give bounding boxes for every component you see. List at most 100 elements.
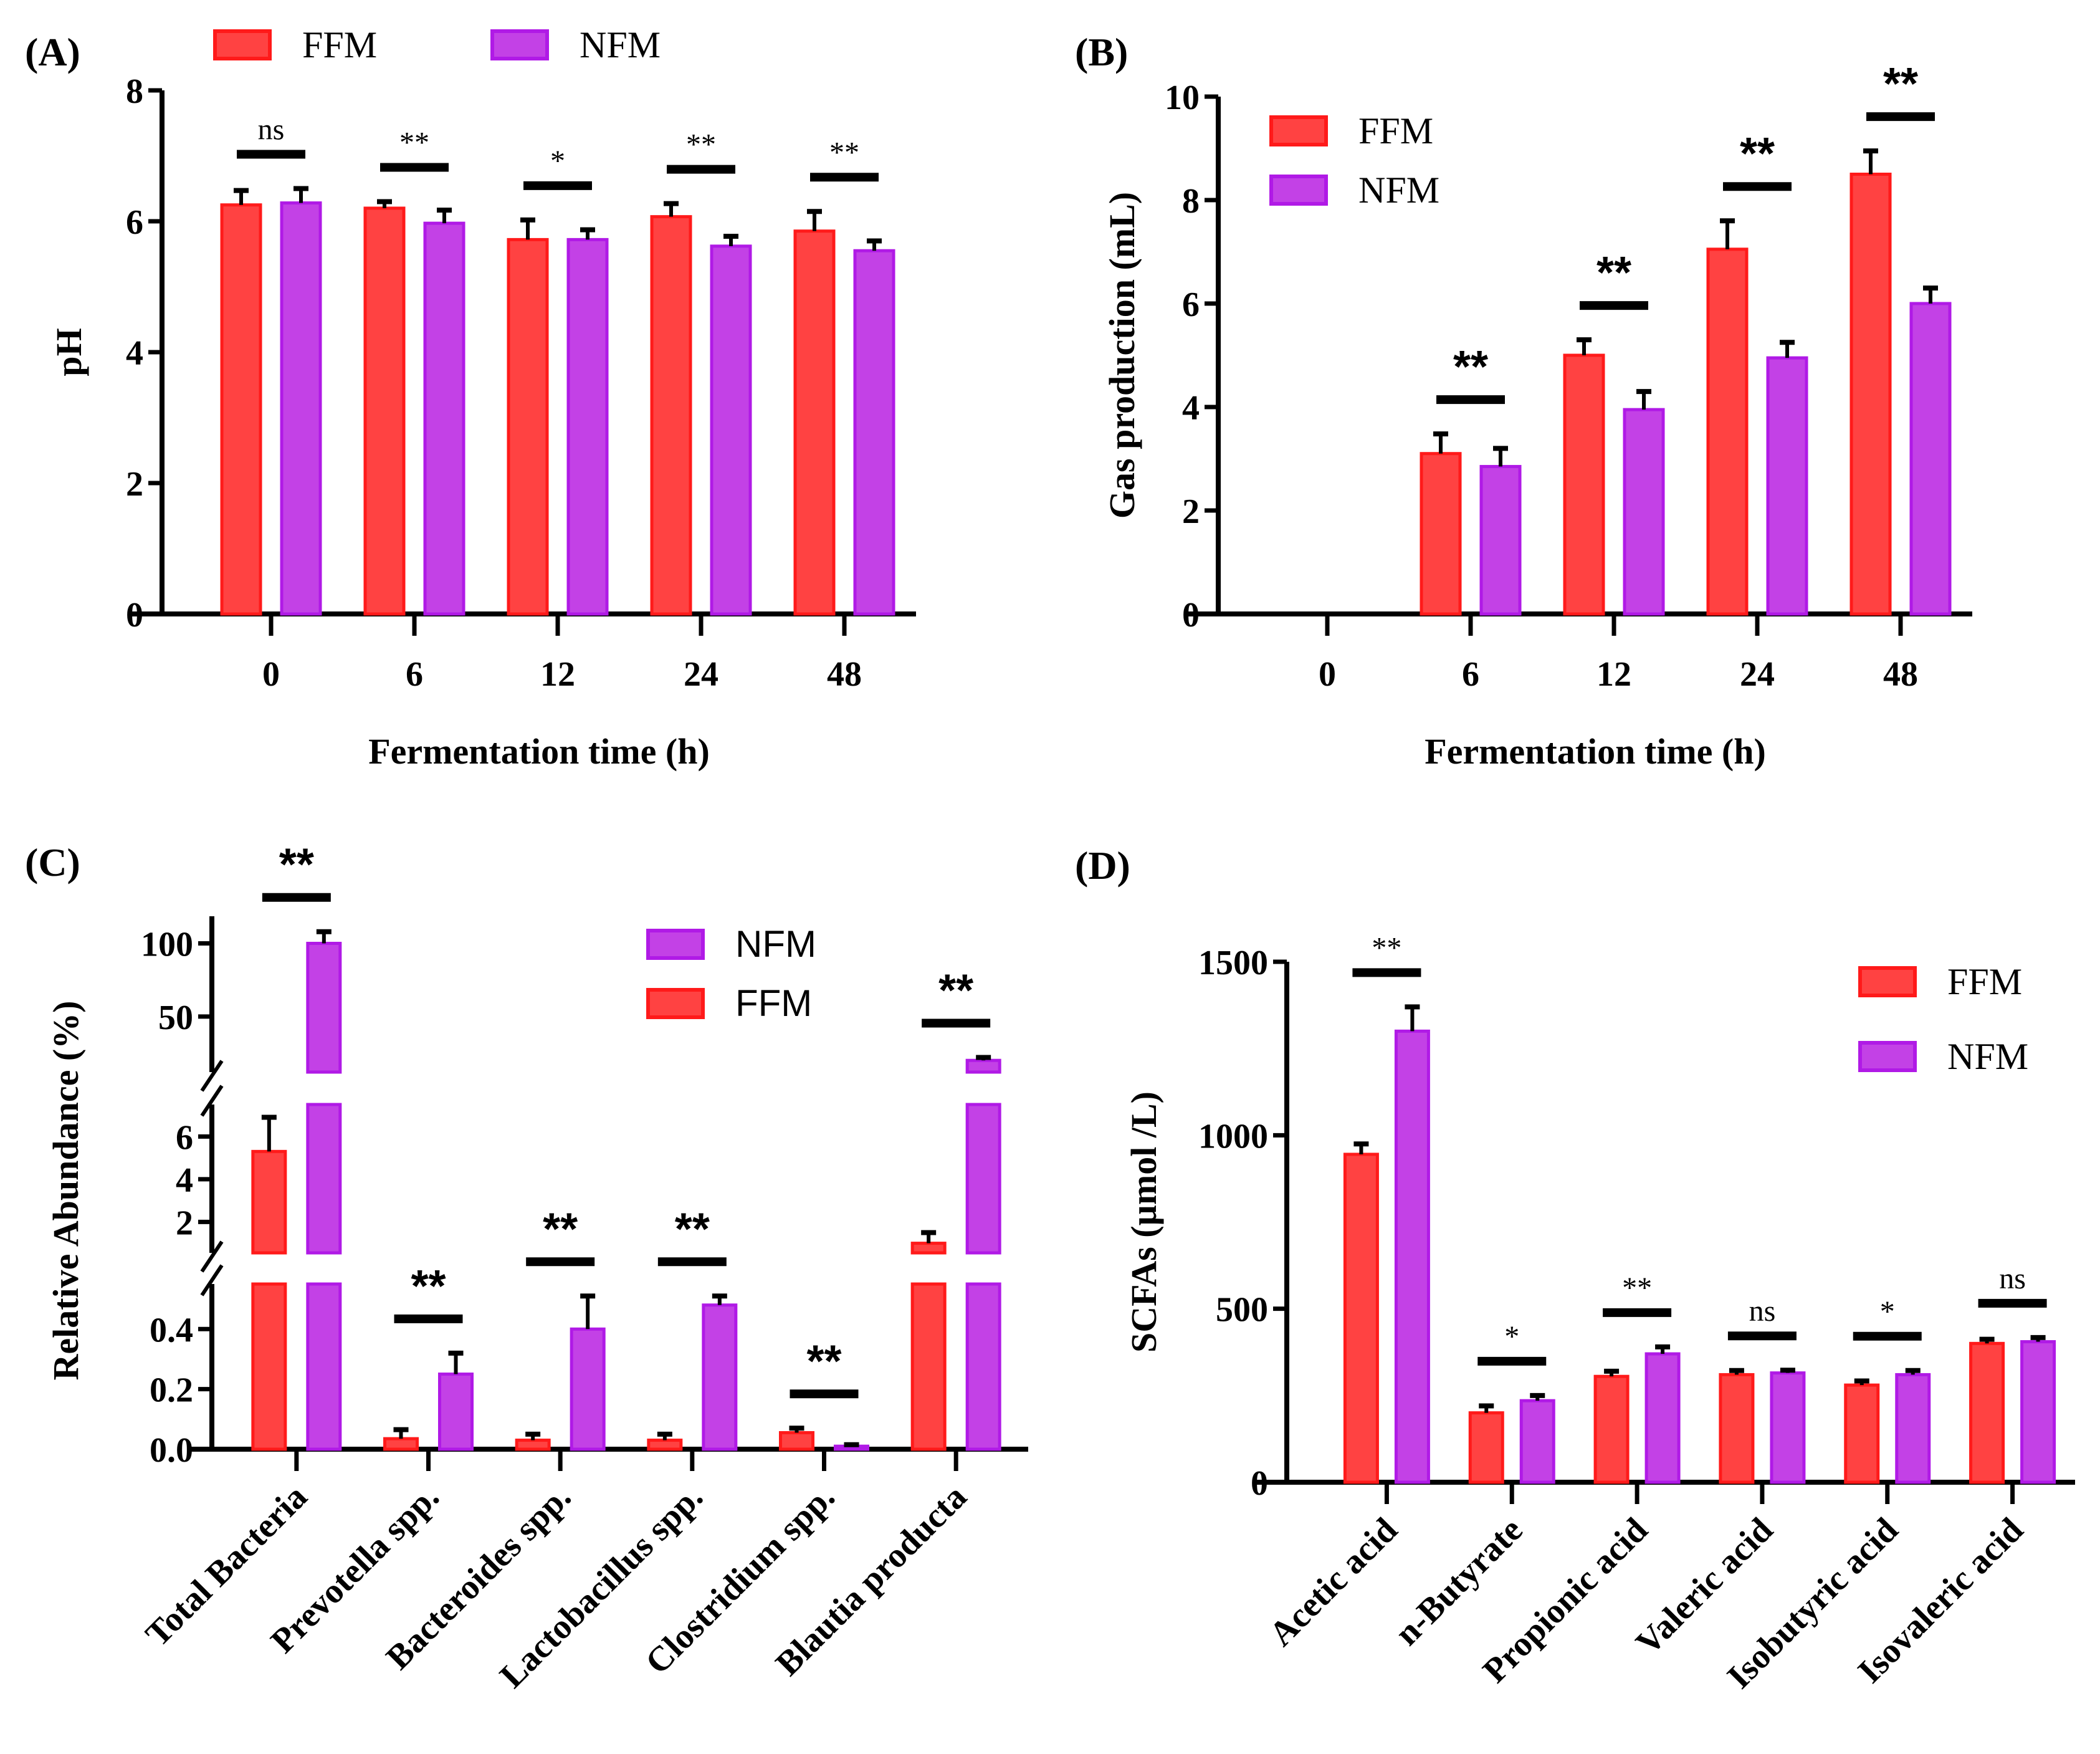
y-tick-label: 0.0 [150, 1431, 193, 1470]
significance-label: ** [938, 966, 973, 1016]
bar-nfm [306, 941, 342, 1074]
bar-ffm [1969, 1341, 2005, 1484]
axis-break-mark [200, 1085, 224, 1117]
x-tick-label: 24 [684, 655, 718, 694]
x-tick-label: 0 [262, 655, 280, 694]
legend-nfm-label: NFM [735, 923, 816, 965]
legend-ffm-label: FFM [735, 982, 812, 1024]
legend-nfm-label: NFM [1358, 170, 1439, 211]
bar-ffm [515, 1439, 551, 1451]
y-tick-label: 10 [1165, 79, 1200, 117]
bar-ffm [1719, 1373, 1755, 1484]
bar-nfm [853, 249, 895, 616]
significance-label: ** [1622, 1272, 1652, 1305]
panel-label: (B) [1075, 30, 1128, 74]
y-tick-label: 2 [1182, 492, 1200, 531]
x-tick-label: 12 [1596, 655, 1631, 694]
legend-nfm-swatch [646, 929, 705, 960]
legend-nfm-swatch [1269, 175, 1328, 206]
bar-nfm [566, 237, 609, 616]
x-axis-title: Fermentation time (h) [368, 731, 710, 772]
bar-ffm [910, 1242, 947, 1255]
y-tick-label: 1000 [1198, 1117, 1268, 1156]
bar-ffm [1420, 452, 1462, 616]
significance-label: ** [1883, 59, 1918, 109]
significance-label: ns [1749, 1295, 1776, 1328]
significance-label: ** [543, 1204, 578, 1254]
bar-nfm [1479, 464, 1522, 616]
bar-nfm [570, 1327, 606, 1451]
significance-label: ** [279, 840, 314, 890]
significance-label: ** [1740, 129, 1775, 179]
y-axis-title: Relative Abundance (%) [45, 1001, 86, 1381]
bar-nfm [710, 244, 752, 616]
x-tick-label: 12 [540, 655, 575, 694]
bar-nfm [306, 1103, 342, 1255]
bar-nfm [1644, 1352, 1681, 1484]
bar-ffm [251, 1149, 287, 1255]
bar-nfm [1394, 1029, 1430, 1484]
bar-nfm [1766, 356, 1808, 616]
panel-label: (A) [25, 30, 80, 74]
bar-nfm [438, 1373, 474, 1451]
y-tick-label: 2 [126, 465, 143, 504]
legend-ffm-swatch [646, 988, 705, 1019]
axis-break-mark [200, 1240, 224, 1273]
legend-ffm-label: FFM [302, 24, 377, 65]
bar-nfm [965, 1103, 1001, 1255]
y-tick-label: 1500 [1198, 944, 1268, 982]
significance-label: ** [399, 127, 429, 160]
significance-label: ** [675, 1204, 710, 1254]
y-tick-label: 4 [176, 1161, 193, 1200]
panel-a: (A) 0 2 4 6 8 0 ns 6 ** 12 * 24 ** 48 ** Fermentation ti… [0, 0, 1050, 810]
significance-label: ** [1372, 931, 1401, 964]
legend-nfm-label: NFM [580, 24, 661, 65]
bar-ffm [383, 1437, 419, 1451]
bar-nfm [280, 201, 322, 616]
bar-nfm [965, 1058, 1001, 1074]
y-tick-label: 0.2 [150, 1371, 193, 1410]
bar-nfm [1895, 1373, 1931, 1484]
axis-break-mark [200, 1060, 224, 1092]
bar-nfm [702, 1303, 738, 1451]
y-tick-label: 50 [158, 999, 193, 1037]
axis-break-mark [200, 1264, 224, 1296]
legend-ffm-label: FFM [1358, 110, 1433, 151]
bar-ffm [1563, 353, 1605, 616]
y-tick-label: 4 [126, 334, 143, 373]
bar-ffm [1343, 1153, 1379, 1484]
y-axis-title: Gas production (mL) [1102, 192, 1142, 519]
significance-label: * [1504, 1320, 1519, 1353]
bar-ffm [779, 1431, 814, 1451]
y-tick-label: 0.4 [150, 1311, 193, 1349]
y-axis-title: SCFAs (µmol /L) [1124, 1091, 1164, 1353]
x-tick-label: 0 [1319, 655, 1336, 694]
y-tick-label: 4 [1182, 389, 1200, 428]
significance-label: ** [1453, 342, 1488, 392]
x-tick-label: Acetic acid [1262, 1510, 1405, 1654]
bar-ffm [1706, 247, 1749, 616]
y-tick-label: 6 [126, 203, 143, 242]
legend-nfm-swatch [490, 29, 549, 60]
legend-ffm-swatch [1858, 966, 1917, 997]
x-tick-label: 48 [1883, 655, 1918, 694]
legend-nfm-label: NFM [1947, 1036, 2028, 1077]
significance-label: ns [258, 113, 285, 146]
legend-ffm-swatch [1269, 115, 1328, 146]
y-tick-label: 2 [176, 1204, 193, 1242]
bar-ffm [650, 215, 692, 616]
bar-ffm [1844, 1383, 1880, 1484]
bar-nfm [306, 1282, 342, 1451]
panel-c: (C) 0.0 0.2 0.4 2 4 6 50 100 Total Bacteria ** Prev… [0, 810, 1050, 1751]
bar-ffm [793, 229, 836, 616]
panel-b: (B) 0 2 4 6 8 10 0 6 ** 12 ** 24 ** 48 ** Fermentation t… [1050, 0, 2100, 810]
legend-nfm-swatch [1858, 1041, 1917, 1072]
significance-label: ns [1999, 1262, 2026, 1295]
significance-label: ** [411, 1262, 446, 1311]
y-tick-label: 8 [1182, 182, 1200, 221]
y-tick-label: 0 [126, 596, 143, 635]
significance-label: ** [829, 136, 859, 169]
